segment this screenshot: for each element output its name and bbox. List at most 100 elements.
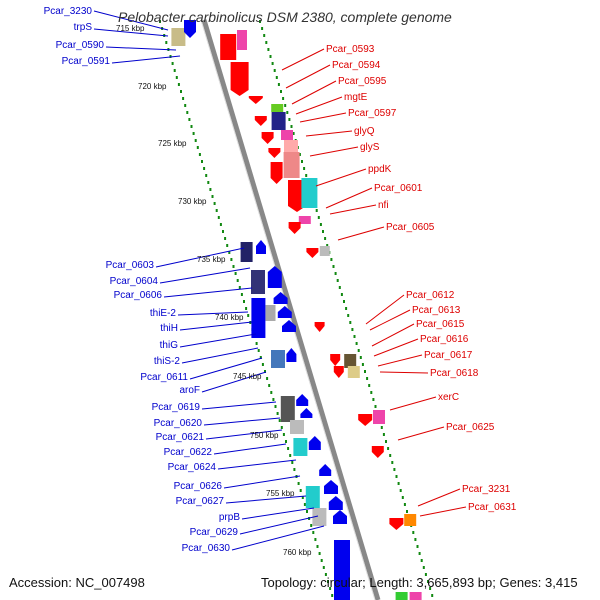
gene-feature[interactable] bbox=[281, 130, 293, 140]
gene-label-pcar_0618[interactable]: Pcar_0618 bbox=[430, 368, 479, 379]
gene-feature[interactable] bbox=[251, 298, 266, 338]
gene-feature[interactable] bbox=[312, 508, 327, 526]
gene-feature[interactable] bbox=[251, 270, 265, 294]
gene-feature[interactable] bbox=[344, 354, 357, 368]
gene-feature[interactable] bbox=[284, 140, 298, 154]
gene-feature[interactable] bbox=[308, 436, 321, 450]
gene-label-pcar_0616[interactable]: Pcar_0616 bbox=[420, 334, 469, 345]
gene-feature[interactable] bbox=[273, 292, 288, 304]
gene-feature[interactable] bbox=[347, 366, 360, 378]
gene-label-pcar_0612[interactable]: Pcar_0612 bbox=[406, 290, 455, 301]
gene-label-this-2[interactable]: thiS-2 bbox=[154, 356, 181, 367]
gene-feature[interactable] bbox=[184, 20, 196, 38]
gene-label-trps[interactable]: trpS bbox=[74, 22, 93, 33]
gene-feature[interactable] bbox=[328, 496, 343, 510]
gene-feature[interactable] bbox=[324, 480, 338, 494]
gene-label-pcar_0620[interactable]: Pcar_0620 bbox=[154, 418, 203, 429]
gene-label-pcar_0601[interactable]: Pcar_0601 bbox=[374, 183, 423, 194]
gene-feature[interactable] bbox=[293, 438, 308, 456]
gene-feature[interactable] bbox=[268, 148, 281, 158]
gene-label-pcar_0590[interactable]: Pcar_0590 bbox=[56, 40, 105, 51]
gene-label-pcar_0625[interactable]: Pcar_0625 bbox=[446, 422, 495, 433]
gene-label-pcar_0629[interactable]: Pcar_0629 bbox=[190, 527, 239, 538]
gene-label-glyq[interactable]: glyQ bbox=[354, 126, 375, 137]
gene-label-pcar_0597[interactable]: Pcar_0597 bbox=[348, 108, 397, 119]
gene-feature[interactable] bbox=[171, 28, 186, 46]
gene-feature[interactable] bbox=[282, 320, 296, 332]
gene-label-pcar_3230[interactable]: Pcar_3230 bbox=[44, 6, 93, 17]
gene-label-thih[interactable]: thiH bbox=[160, 323, 178, 334]
gene-feature[interactable] bbox=[220, 34, 237, 60]
gene-feature[interactable] bbox=[283, 152, 300, 178]
gene-label-pcar_0619[interactable]: Pcar_0619 bbox=[152, 402, 201, 413]
gene-label-ppdk[interactable]: ppdK bbox=[368, 164, 392, 175]
gene-label-pcar_0621[interactable]: Pcar_0621 bbox=[156, 432, 205, 443]
gene-feature[interactable] bbox=[305, 486, 320, 508]
gene-feature[interactable] bbox=[230, 62, 249, 96]
gene-feature[interactable] bbox=[237, 30, 247, 50]
gene-label-pcar_0593[interactable]: Pcar_0593 bbox=[326, 44, 375, 55]
gene-feature[interactable] bbox=[395, 592, 408, 600]
gene-feature[interactable] bbox=[300, 408, 313, 418]
gene-feature[interactable] bbox=[371, 446, 384, 458]
gene-feature[interactable] bbox=[254, 116, 267, 126]
gene-label-pcar_0613[interactable]: Pcar_0613 bbox=[412, 305, 461, 316]
gene-feature[interactable] bbox=[334, 540, 350, 600]
gene-feature[interactable] bbox=[286, 348, 297, 362]
gene-feature[interactable] bbox=[306, 248, 319, 258]
gene-feature[interactable] bbox=[319, 464, 332, 476]
gene-label-pcar_0627[interactable]: Pcar_0627 bbox=[176, 496, 225, 507]
gene-feature[interactable] bbox=[319, 246, 330, 256]
gene-feature[interactable] bbox=[280, 396, 295, 422]
gene-feature[interactable] bbox=[256, 240, 266, 254]
gene-feature[interactable] bbox=[267, 266, 282, 288]
gene-label-pcar_0617[interactable]: Pcar_0617 bbox=[424, 350, 473, 361]
gene-label-glys[interactable]: glyS bbox=[360, 142, 380, 153]
gene-feature[interactable] bbox=[314, 322, 325, 332]
gene-label-pcar_0594[interactable]: Pcar_0594 bbox=[332, 60, 381, 71]
gene-feature[interactable] bbox=[358, 414, 373, 426]
gene-feature[interactable] bbox=[271, 112, 286, 130]
gene-label-prpb[interactable]: prpB bbox=[219, 512, 240, 523]
gene-feature[interactable] bbox=[330, 354, 341, 366]
gene-feature[interactable] bbox=[373, 410, 385, 424]
gene-feature[interactable] bbox=[298, 216, 311, 224]
gene-label-thie-2[interactable]: thiE-2 bbox=[150, 308, 177, 319]
gene-feature[interactable] bbox=[270, 162, 283, 184]
gene-label-pcar_0622[interactable]: Pcar_0622 bbox=[164, 447, 213, 458]
gene-feature[interactable] bbox=[409, 592, 422, 600]
gene-label-xerc[interactable]: xerC bbox=[438, 392, 459, 403]
gene-label-pcar_0606[interactable]: Pcar_0606 bbox=[114, 290, 163, 301]
gene-feature[interactable] bbox=[288, 222, 301, 234]
gene-label-pcar_0615[interactable]: Pcar_0615 bbox=[416, 319, 465, 330]
gene-feature[interactable] bbox=[389, 518, 404, 530]
gene-label-pcar_0631[interactable]: Pcar_0631 bbox=[468, 502, 517, 513]
gene-feature[interactable] bbox=[333, 366, 344, 378]
gene-label-pcar_0604[interactable]: Pcar_0604 bbox=[110, 276, 159, 287]
gene-label-pcar_0605[interactable]: Pcar_0605 bbox=[386, 222, 435, 233]
gene-feature[interactable] bbox=[248, 96, 263, 104]
gene-label-mgte[interactable]: mgtE bbox=[344, 92, 368, 103]
gene-label-pcar_0611[interactable]: Pcar_0611 bbox=[140, 372, 188, 383]
gene-label-pcar_0626[interactable]: Pcar_0626 bbox=[174, 481, 223, 492]
gene-label-pcar_3231[interactable]: Pcar_3231 bbox=[462, 484, 511, 495]
gene-feature[interactable] bbox=[271, 350, 285, 368]
gene-label-nfi[interactable]: nfi bbox=[378, 200, 389, 211]
gene-feature[interactable] bbox=[296, 394, 309, 406]
gene-feature[interactable] bbox=[265, 305, 276, 321]
gene-feature[interactable] bbox=[261, 132, 274, 144]
gene-label-pcar_0624[interactable]: Pcar_0624 bbox=[168, 462, 217, 473]
gene-label-thig[interactable]: thiG bbox=[160, 340, 179, 351]
gene-label-pcar_0603[interactable]: Pcar_0603 bbox=[106, 260, 155, 271]
gene-feature[interactable] bbox=[301, 178, 318, 208]
gene-label-pcar_0595[interactable]: Pcar_0595 bbox=[338, 76, 387, 87]
gene-feature[interactable] bbox=[333, 510, 347, 524]
gene-feature[interactable] bbox=[404, 514, 417, 526]
gene-label-pcar_0591[interactable]: Pcar_0591 bbox=[62, 56, 111, 67]
gene-feature[interactable] bbox=[240, 242, 253, 262]
gene-feature[interactable] bbox=[290, 420, 304, 434]
gene-feature[interactable] bbox=[271, 104, 284, 112]
gene-label-pcar_0630[interactable]: Pcar_0630 bbox=[182, 543, 231, 554]
gene-feature[interactable] bbox=[277, 306, 292, 318]
gene-label-arof[interactable]: aroF bbox=[179, 385, 200, 396]
